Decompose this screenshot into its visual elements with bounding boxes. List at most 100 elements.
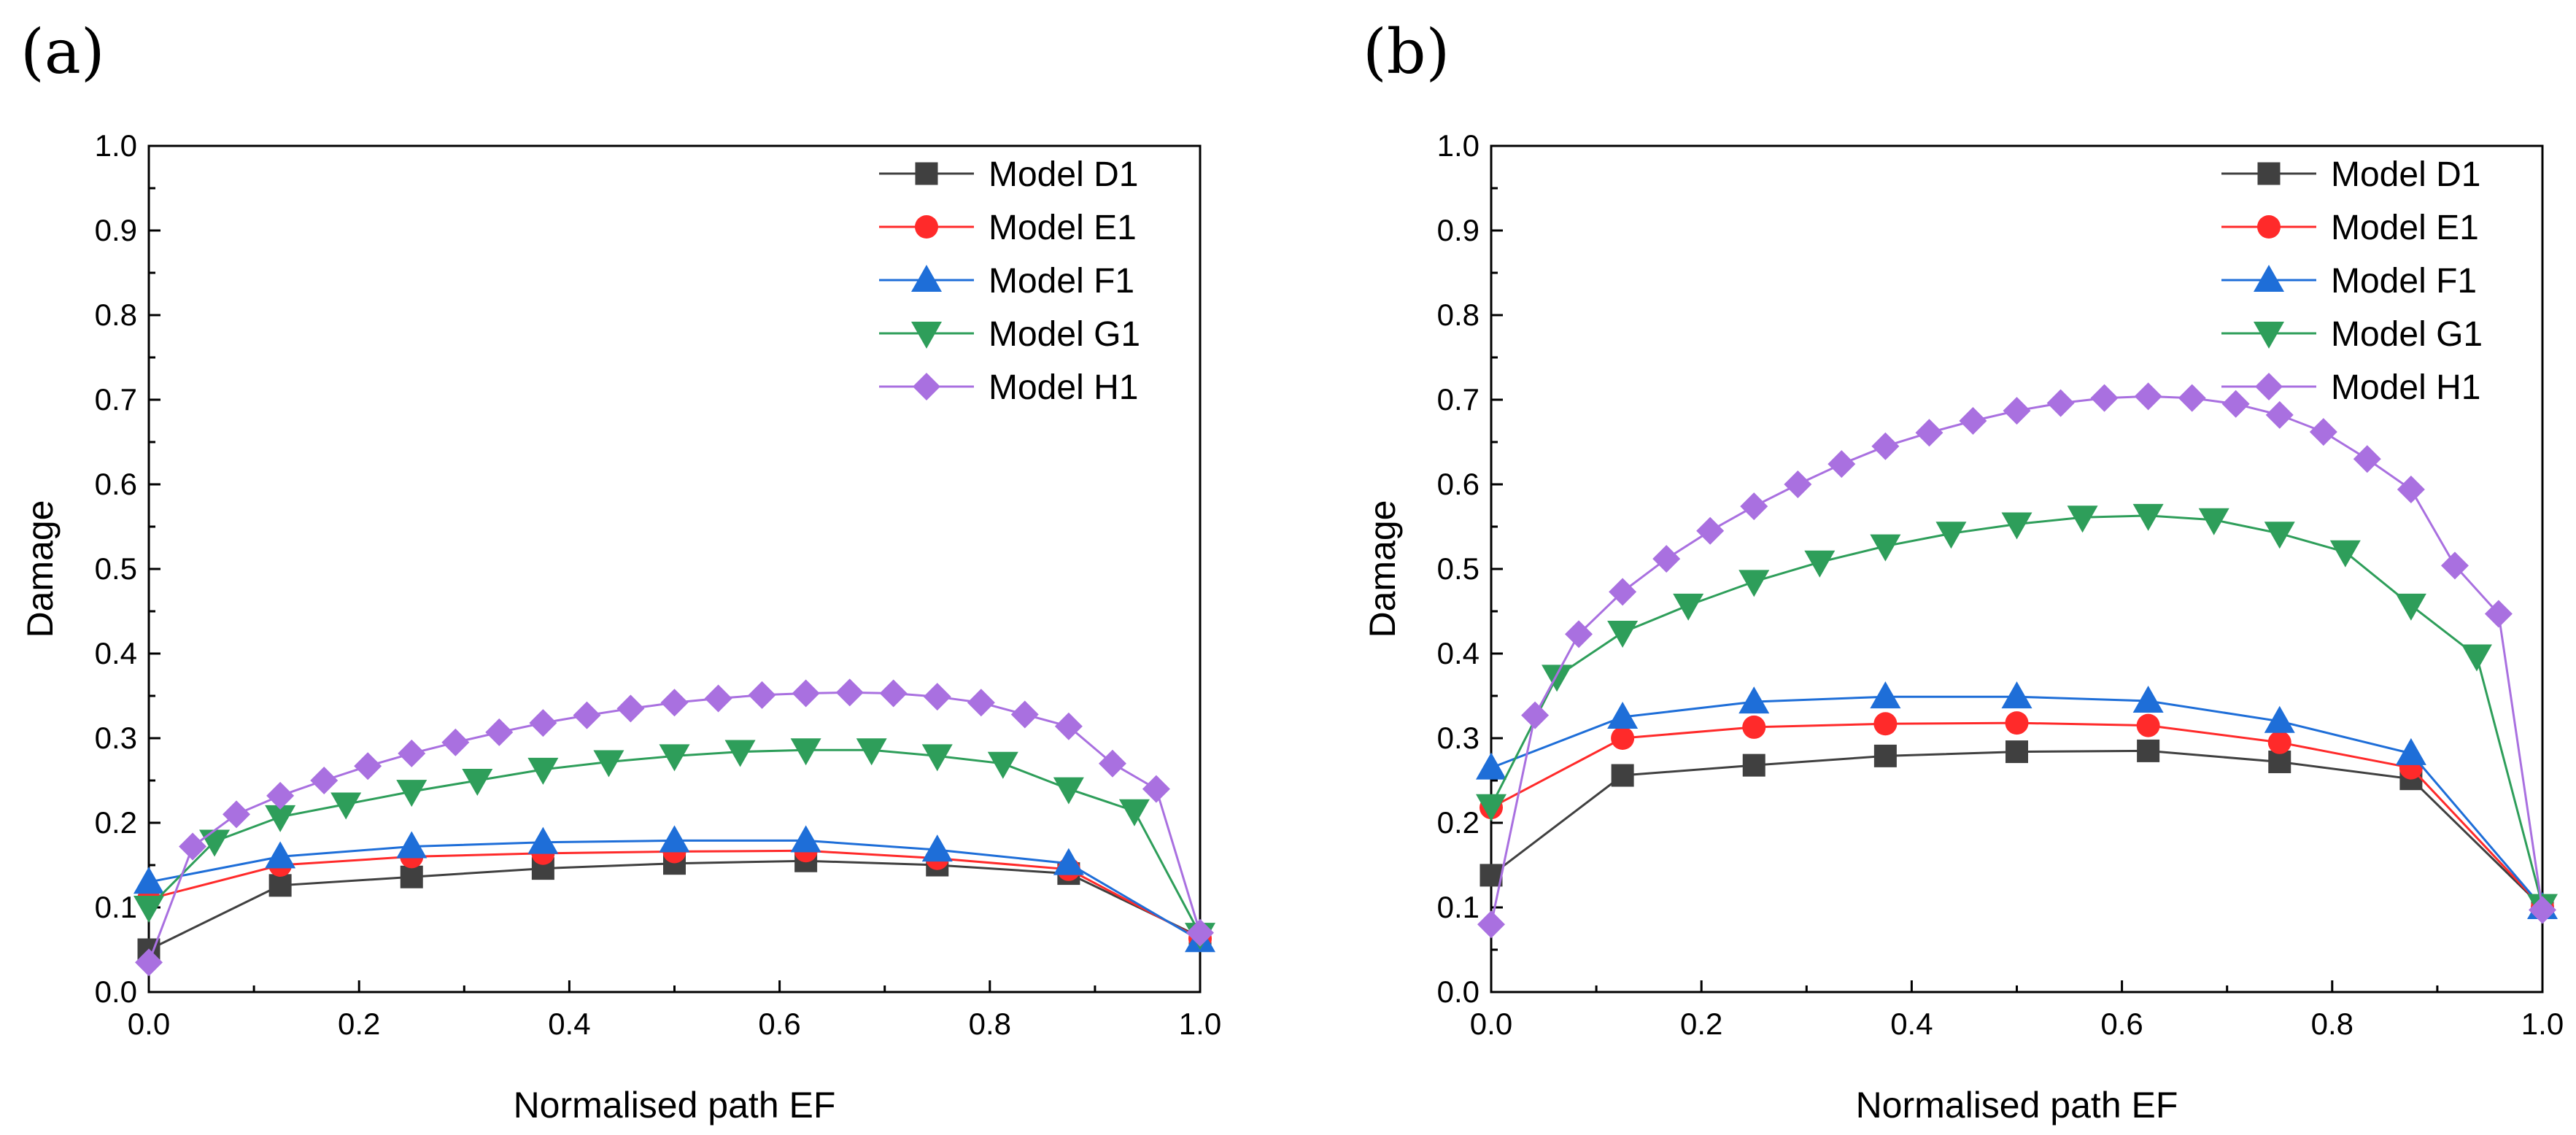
data-point bbox=[1959, 407, 1987, 435]
legend-label: Model D1 bbox=[2331, 155, 2480, 194]
legend-item: Model D1 bbox=[2221, 155, 2480, 194]
y-tick-label: 0.1 bbox=[95, 890, 137, 924]
x-tick-label: 0.2 bbox=[1680, 1007, 1722, 1041]
data-point bbox=[2178, 384, 2206, 412]
data-point bbox=[1118, 799, 1150, 826]
data-point bbox=[790, 825, 821, 853]
data-point bbox=[1476, 752, 1506, 780]
y-tick-label: 0.9 bbox=[1437, 213, 1480, 247]
legend-item: Model H1 bbox=[2221, 368, 2480, 407]
legend-marker bbox=[911, 265, 942, 292]
y-tick-label: 0.8 bbox=[1437, 298, 1480, 332]
data-point bbox=[1054, 712, 1083, 740]
data-point bbox=[748, 681, 776, 709]
data-point bbox=[1870, 681, 1901, 709]
x-tick-label: 1.0 bbox=[1179, 1007, 1221, 1041]
y-tick-label: 0.4 bbox=[1437, 636, 1480, 670]
data-point bbox=[2265, 400, 2294, 429]
series-line bbox=[1490, 514, 2544, 907]
data-point bbox=[2395, 737, 2426, 765]
data-point bbox=[660, 689, 689, 717]
data-point bbox=[573, 701, 601, 729]
legend-item: Model E1 bbox=[879, 209, 1137, 247]
data-point bbox=[921, 744, 953, 772]
legend-label: Model H1 bbox=[989, 368, 1138, 407]
data-point bbox=[2137, 739, 2160, 762]
y-tick-label: 0.6 bbox=[95, 467, 137, 501]
data-point bbox=[704, 684, 732, 713]
data-point bbox=[2397, 475, 2425, 503]
y-tick-label: 0.2 bbox=[95, 805, 137, 840]
y-tick-label: 1.0 bbox=[1437, 128, 1480, 163]
data-point bbox=[1607, 621, 1639, 648]
legend-label: Model D1 bbox=[989, 155, 1138, 194]
data-point bbox=[2136, 713, 2160, 737]
data-point bbox=[835, 678, 864, 707]
y-tick-label: 0.0 bbox=[1437, 975, 1480, 1009]
data-point bbox=[1477, 910, 1505, 939]
legend-marker bbox=[2257, 162, 2281, 185]
data-point bbox=[1738, 570, 1770, 597]
data-point bbox=[2529, 896, 2556, 924]
legend-label: Model E1 bbox=[989, 209, 1137, 247]
legend-item: Model F1 bbox=[879, 262, 1134, 301]
data-point bbox=[265, 841, 296, 869]
x-tick-label: 0.2 bbox=[338, 1007, 380, 1041]
panel-label: (a) bbox=[20, 16, 105, 88]
y-tick-label: 0.1 bbox=[1437, 890, 1480, 924]
data-point bbox=[1186, 918, 1214, 947]
x-tick-label: 0.4 bbox=[1890, 1007, 1933, 1041]
data-point bbox=[659, 744, 690, 772]
x-tick-label: 0.6 bbox=[2100, 1007, 2143, 1041]
data-point bbox=[1565, 620, 1593, 648]
legend-marker bbox=[2257, 215, 2281, 239]
data-point bbox=[921, 834, 953, 862]
legend-item: Model D1 bbox=[879, 155, 1138, 194]
y-tick-label: 0.7 bbox=[1437, 382, 1480, 417]
data-point bbox=[1142, 775, 1170, 803]
data-point bbox=[268, 874, 292, 897]
x-tick-label: 1.0 bbox=[2521, 1007, 2564, 1041]
data-point bbox=[1476, 794, 1506, 821]
data-point bbox=[659, 825, 690, 853]
data-point bbox=[135, 948, 163, 977]
chart-panel-b: (b) 0.0 0.1 0.2 0.3 0.4 0.5 0.6 0.7 0.8 0.9 1.0 0.0 0… bbox=[1362, 16, 2564, 1126]
data-point bbox=[485, 718, 514, 746]
x-tick-label: 0.8 bbox=[2311, 1007, 2353, 1041]
data-point bbox=[2006, 740, 2028, 764]
series-model-g1 bbox=[1476, 503, 2558, 921]
data-point bbox=[223, 800, 251, 829]
legend: Model D1 Model E1 Model F1 Model G1 Model H1 bbox=[2221, 155, 2483, 407]
data-point bbox=[1673, 593, 1704, 621]
data-point bbox=[2132, 685, 2164, 713]
data-point bbox=[1611, 727, 1635, 750]
data-point bbox=[2001, 681, 2032, 709]
data-point bbox=[330, 792, 362, 820]
legend-label: Model G1 bbox=[989, 315, 1140, 354]
y-tick-label: 0.5 bbox=[95, 551, 137, 586]
data-point bbox=[1742, 754, 1765, 777]
x-tick-label: 0.0 bbox=[128, 1007, 170, 1041]
y-axis-title: Damage bbox=[20, 500, 61, 638]
data-point bbox=[1738, 686, 1770, 714]
legend-marker bbox=[911, 322, 942, 349]
y-tick-label: 0.4 bbox=[95, 636, 137, 670]
data-point bbox=[2046, 389, 2075, 417]
legend-label: Model F1 bbox=[989, 262, 1134, 301]
data-point bbox=[134, 896, 164, 923]
data-point bbox=[2395, 593, 2426, 621]
data-point bbox=[2264, 522, 2295, 549]
data-point bbox=[462, 769, 493, 796]
data-point bbox=[1607, 702, 1639, 729]
data-point bbox=[1935, 522, 1967, 549]
series-model-h1 bbox=[1477, 382, 2556, 939]
data-point bbox=[1873, 744, 1897, 767]
data-point bbox=[1740, 492, 1768, 521]
data-point bbox=[396, 780, 428, 807]
legend-marker bbox=[2254, 322, 2284, 349]
data-point bbox=[1098, 749, 1126, 778]
data-point bbox=[396, 831, 428, 859]
series-model-f1 bbox=[134, 825, 1215, 953]
y-tick-label: 0.5 bbox=[1437, 551, 1480, 586]
